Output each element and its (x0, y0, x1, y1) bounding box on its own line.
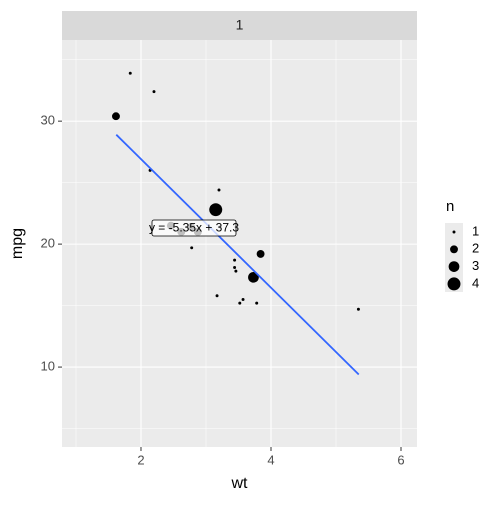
y-tick-label: 30 (41, 113, 55, 128)
point (255, 301, 259, 305)
legend-key (450, 245, 458, 254)
point (233, 258, 237, 262)
panel (62, 40, 417, 447)
point (112, 112, 120, 121)
legend-key (447, 277, 461, 291)
point (238, 301, 242, 305)
annotation-text: y = -5.35x + 37.3 (149, 221, 239, 235)
legend-title: n (446, 198, 454, 215)
strip (62, 11, 417, 40)
annotation-box (151, 219, 237, 237)
strip-label: 1 (236, 17, 244, 33)
point (209, 203, 223, 217)
point (215, 294, 219, 298)
annotation: y = -5.35x + 37.3 (149, 219, 239, 237)
x-axis-title: wt (231, 475, 249, 492)
y-axis-title: mpg (9, 228, 26, 259)
x-tick-label: 4 (267, 452, 274, 467)
legend-label: 4 (472, 275, 479, 290)
point (128, 71, 132, 75)
point (256, 250, 265, 258)
y-tick-label: 10 (41, 359, 55, 374)
point (248, 271, 259, 283)
point (233, 265, 237, 269)
y-tick-label: 20 (41, 236, 55, 251)
point (356, 307, 360, 311)
point (241, 297, 245, 301)
x-tick-label: 6 (397, 452, 404, 467)
legend-key (448, 261, 460, 272)
legend-key (452, 230, 456, 234)
point (190, 246, 194, 250)
point (217, 188, 221, 192)
point (234, 269, 238, 273)
point (152, 90, 156, 94)
legend-label: 1 (472, 223, 479, 238)
fit-line (115, 134, 360, 376)
legend-label: 2 (472, 241, 479, 256)
x-tick-label: 2 (137, 452, 144, 467)
legend-label: 3 (472, 258, 479, 273)
legend-keys-bg (445, 223, 463, 292)
